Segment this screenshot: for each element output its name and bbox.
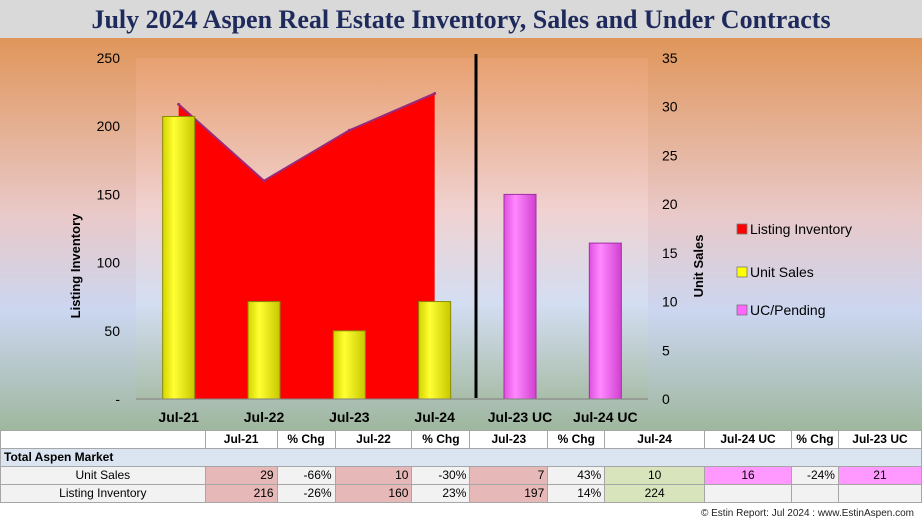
y2-tick-label: 15 bbox=[662, 245, 678, 261]
table-cell: 197 bbox=[469, 484, 549, 503]
table-cell: 7 bbox=[469, 466, 549, 485]
legend-entry-1: Unit Sales bbox=[750, 264, 814, 280]
table-header-cell: Jul-24 UC bbox=[704, 430, 792, 449]
table-cell: 14% bbox=[547, 484, 606, 503]
table-cell: 224 bbox=[604, 484, 706, 503]
table-row: Listing Inventory 216 -26% 160 23% 197 14% 224 bbox=[0, 484, 922, 503]
uc-pending-bar-5 bbox=[588, 242, 622, 400]
table-cell: 216 bbox=[204, 484, 278, 503]
inventory-point-0 bbox=[177, 102, 181, 106]
legend: Listing Inventory Unit Sales UC/Pending bbox=[736, 221, 852, 318]
x-tick-label: Jul-21 bbox=[158, 409, 199, 425]
y2-tick-label: 30 bbox=[662, 99, 678, 115]
table-header-cell: % Chg bbox=[276, 430, 336, 449]
table-cell: -26% bbox=[276, 484, 336, 503]
table-cell bbox=[790, 484, 839, 503]
y-tick-label: 200 bbox=[97, 118, 121, 134]
table-header-cell: % Chg bbox=[411, 430, 471, 449]
y-tick-label: 50 bbox=[104, 323, 120, 339]
y2-tick-label: 10 bbox=[662, 294, 678, 310]
unit-sales-bar-0 bbox=[162, 115, 196, 400]
y2-tick-label: 20 bbox=[662, 196, 678, 212]
unit-sales-bar-1 bbox=[247, 301, 281, 400]
inventory-area-edge bbox=[178, 92, 436, 182]
table-cell: -66% bbox=[276, 466, 336, 485]
table-row: Unit Sales 29 -66% 10 -30% 7 43% 10 16 -24% 21 bbox=[0, 466, 922, 485]
inventory-point-2 bbox=[347, 128, 351, 132]
table-header-cell: % Chg bbox=[790, 430, 839, 449]
table-header-row: Jul-21% Chg Jul-22% Chg Jul-23% Chg Jul-24 J… bbox=[0, 430, 922, 449]
unit-sales-bar-3 bbox=[418, 301, 452, 400]
table-cell: 160 bbox=[334, 484, 413, 503]
x-tick-label: Jul-23 bbox=[329, 409, 370, 425]
y2-tick-label: 5 bbox=[662, 342, 670, 358]
y2-axis-ticks: 0 5 10 15 20 25 30 35 bbox=[662, 50, 678, 407]
y-tick-label: 250 bbox=[97, 50, 121, 66]
legend-entry-2: UC/Pending bbox=[750, 302, 826, 318]
table-cell bbox=[837, 484, 922, 503]
legend-swatch-1 bbox=[736, 266, 748, 278]
table-cell: 23% bbox=[411, 484, 471, 503]
footer-credit: © Estin Report: Jul 2024 : www.EstinAspe… bbox=[700, 508, 914, 519]
uc-pending-bar-4 bbox=[503, 193, 537, 400]
table-cell: -24% bbox=[790, 466, 839, 485]
x-tick-label: Jul-24 UC bbox=[573, 409, 638, 425]
x-axis-ticks: Jul-21 Jul-22 Jul-23 Jul-24 Jul-23 UC Jul-24 … bbox=[158, 409, 637, 425]
table-header-cell: Jul-21 bbox=[204, 430, 278, 449]
table-row-label: Listing Inventory bbox=[0, 484, 206, 503]
y-tick-label: 150 bbox=[97, 186, 121, 202]
inventory-area-layer bbox=[177, 91, 437, 400]
y-tick-label: - bbox=[115, 391, 120, 407]
inventory-area bbox=[178, 93, 435, 400]
table-cell: 29 bbox=[204, 466, 278, 485]
table-section-label: Total Aspen Market bbox=[0, 448, 922, 467]
table-cell: 10 bbox=[604, 466, 706, 485]
legend-entry-0: Listing Inventory bbox=[750, 221, 852, 237]
legend-swatch-0 bbox=[736, 223, 748, 235]
table-cell: -30% bbox=[411, 466, 471, 485]
y-axis-label: Listing Inventory bbox=[68, 213, 83, 319]
table-header-cell: Jul-23 bbox=[469, 430, 549, 449]
table-cell bbox=[704, 484, 792, 503]
table-cell: 10 bbox=[334, 466, 413, 485]
table-row-label: Unit Sales bbox=[0, 466, 206, 485]
table-cell: 16 bbox=[704, 466, 792, 485]
y2-tick-label: 25 bbox=[662, 147, 678, 163]
unit-sales-bar-2 bbox=[332, 330, 366, 400]
y-tick-label: 100 bbox=[97, 255, 121, 271]
bar-layer bbox=[162, 115, 622, 400]
legend-swatch-2 bbox=[736, 304, 748, 316]
table-header-cell: Jul-22 bbox=[334, 430, 413, 449]
page-title: July 2024 Aspen Real Estate Inventory, S… bbox=[91, 5, 831, 34]
x-tick-label: Jul-24 bbox=[414, 409, 455, 425]
inventory-point-3 bbox=[433, 91, 437, 95]
y2-tick-label: 0 bbox=[662, 391, 670, 407]
table-header-cell: Jul-23 UC bbox=[837, 430, 922, 449]
inventory-point-1 bbox=[262, 179, 266, 183]
y2-tick-label: 35 bbox=[662, 50, 678, 66]
table-header-cell: % Chg bbox=[547, 430, 606, 449]
y2-axis-label: Unit Sales bbox=[691, 235, 706, 298]
y-axis-ticks: - 50 100 150 200 250 bbox=[97, 50, 121, 407]
title-bar: July 2024 Aspen Real Estate Inventory, S… bbox=[0, 0, 922, 38]
table-header-cell bbox=[0, 430, 206, 449]
x-tick-label: Jul-22 bbox=[244, 409, 285, 425]
x-tick-label: Jul-23 UC bbox=[488, 409, 553, 425]
table-cell: 21 bbox=[837, 466, 922, 485]
table-header-cell: Jul-24 bbox=[604, 430, 706, 449]
table-cell: 43% bbox=[547, 466, 606, 485]
data-table: Jul-21% Chg Jul-22% Chg Jul-23% Chg Jul-24 J… bbox=[0, 430, 922, 503]
table-section-row: Total Aspen Market bbox=[0, 448, 922, 467]
